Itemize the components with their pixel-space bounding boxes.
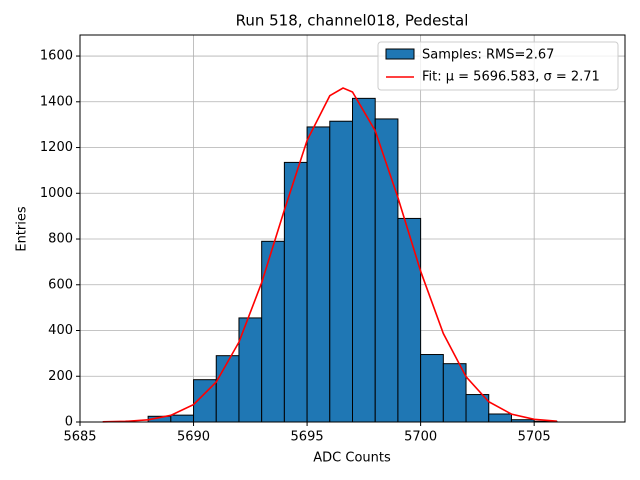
bar bbox=[329, 120, 353, 423]
legend-box bbox=[377, 41, 619, 91]
bar bbox=[352, 97, 376, 423]
plot-area: 5685 5690 5695 5700 5705 0 200 400 600 800 1000 120… bbox=[40, 34, 626, 445]
x-tick-label: 5685 bbox=[63, 430, 96, 445]
bar bbox=[442, 363, 467, 423]
legend-swatch bbox=[385, 48, 415, 60]
x-axis-label: ADC Counts bbox=[313, 451, 391, 466]
legend: Samples: RMS=2.67 Fit: μ = 5696.583, σ = … bbox=[377, 41, 619, 91]
legend-label: Fit: μ = 5696.583, σ = 2.71 bbox=[422, 70, 600, 85]
bar bbox=[306, 126, 331, 423]
y-tick-label: 1600 bbox=[40, 49, 73, 64]
legend-label: Samples: RMS=2.67 bbox=[422, 48, 554, 63]
chart-title: Run 518, channel018, Pedestal bbox=[236, 12, 469, 30]
bar bbox=[170, 414, 195, 423]
plot-frame bbox=[79, 34, 626, 423]
x-tick-label: 5690 bbox=[177, 430, 210, 445]
y-tick-label: 400 bbox=[48, 323, 73, 338]
y-tick-label: 1400 bbox=[40, 94, 73, 109]
y-tick-label: 1000 bbox=[40, 186, 73, 201]
y-tick-label: 0 bbox=[65, 415, 73, 430]
bar bbox=[420, 354, 444, 423]
bar bbox=[215, 355, 240, 423]
y-axis-label: Entries bbox=[15, 206, 30, 252]
fit-line bbox=[102, 87, 557, 423]
bar bbox=[488, 413, 512, 423]
y-tick-label: 1200 bbox=[40, 140, 73, 155]
y-tick-label: 600 bbox=[48, 277, 73, 292]
bar bbox=[261, 240, 285, 423]
y-tick-label: 800 bbox=[48, 232, 73, 247]
x-tick-label: 5695 bbox=[291, 430, 324, 445]
bar bbox=[397, 217, 422, 423]
y-tick-label: 200 bbox=[48, 369, 73, 384]
x-tick-label: 5705 bbox=[518, 430, 551, 445]
x-tick-label: 5700 bbox=[404, 430, 437, 445]
